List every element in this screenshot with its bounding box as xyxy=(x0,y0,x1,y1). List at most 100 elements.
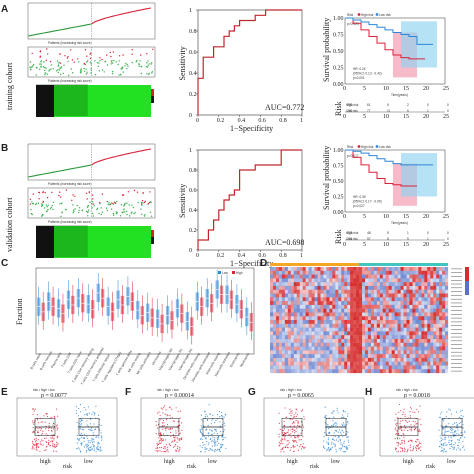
gene-plot-point xyxy=(162,439,164,441)
gene-plot-point xyxy=(212,414,214,416)
heatmap-cell xyxy=(445,365,449,370)
heatmap-cell xyxy=(293,338,297,343)
gene-plot-point xyxy=(204,416,206,418)
heatmap-cell xyxy=(424,365,428,370)
heatmap-cell xyxy=(445,354,449,358)
heatmap-cell xyxy=(341,346,345,351)
heatmap-cell xyxy=(385,369,389,374)
heatmap-cell xyxy=(379,323,383,328)
heatmap-cell xyxy=(415,365,419,370)
heatmap-cell xyxy=(323,301,327,305)
gene-plot-point xyxy=(327,439,329,441)
heatmap-cell xyxy=(350,267,354,271)
roc-xlabel: 1−Specificity xyxy=(230,124,273,133)
heatmap-cell xyxy=(364,357,368,362)
heatmap-cell xyxy=(430,335,434,340)
heatmap-cell xyxy=(421,312,425,317)
gene-plot-point xyxy=(398,428,400,430)
heatmap-cell xyxy=(338,335,342,340)
heatmap-cell xyxy=(385,357,389,362)
scatter-point xyxy=(55,70,58,72)
scatter-point xyxy=(74,195,76,197)
scatter-point xyxy=(152,48,154,50)
gene-plot-point xyxy=(211,449,213,451)
gene-plot-point xyxy=(300,439,302,441)
heatmap-cell xyxy=(275,342,279,347)
heatmap-cell xyxy=(270,357,274,362)
heatmap-cell xyxy=(329,323,333,328)
gene-plot-point xyxy=(462,447,464,449)
risk-table-cell: 6 xyxy=(387,103,389,107)
heatmap-cell xyxy=(388,331,392,336)
heatmap-cell xyxy=(335,285,339,290)
scatter-point xyxy=(109,51,112,54)
heatmap-cell xyxy=(400,297,404,302)
gene-plot-point xyxy=(411,428,413,430)
heatmap-cell xyxy=(290,316,294,321)
gene-plot-point xyxy=(201,435,204,437)
heatmap-cell xyxy=(379,357,383,362)
heatmap-cell xyxy=(284,331,288,336)
heatmap-cell xyxy=(293,323,297,328)
gene-plot-point xyxy=(100,435,102,437)
gene-plot-point xyxy=(52,436,54,438)
gene-plot-point xyxy=(51,434,53,436)
gene-plot-point xyxy=(330,447,332,449)
heatmap-cell xyxy=(356,327,360,332)
km-legend-low: Low risk xyxy=(379,145,391,149)
heatmap-cell xyxy=(287,289,291,294)
km-legend-swatch-high xyxy=(357,145,361,148)
heatmap-cell xyxy=(433,338,437,343)
heatmap-cell xyxy=(400,350,404,355)
heatmap-cell xyxy=(344,308,348,313)
heatmap-cell xyxy=(409,323,413,328)
heatmap-cell xyxy=(364,369,368,374)
heatmap-cell xyxy=(442,350,446,355)
gene-plot-point xyxy=(293,416,295,419)
heatmap-cell xyxy=(382,316,386,321)
heatmap-cell xyxy=(323,282,327,287)
heatmap-cell xyxy=(406,357,410,362)
heatmap-cell xyxy=(361,274,366,279)
scatter-point xyxy=(45,59,48,61)
km-y-tick: 0.25 xyxy=(333,66,344,72)
heatmap-cell xyxy=(427,304,431,309)
heatmap-cell xyxy=(394,282,398,287)
heatmap-cell xyxy=(367,301,371,305)
gene-plot-point xyxy=(157,427,159,429)
heatmap-cell xyxy=(367,369,371,374)
scatter-point xyxy=(45,204,48,206)
heatmap-cell xyxy=(302,365,306,370)
km-x-tick: 20 xyxy=(423,214,429,220)
heatmap-cell xyxy=(281,357,285,362)
gene-plot-point xyxy=(396,442,398,444)
heatmap-cell xyxy=(344,369,348,374)
gene-plot-point xyxy=(99,447,101,449)
heatmap-cell xyxy=(287,354,291,358)
heatmap-cell xyxy=(281,274,285,279)
gene-plot-point xyxy=(45,428,47,430)
heatmap-cell xyxy=(350,342,354,347)
gene-plot-point xyxy=(461,436,463,438)
gene-plot-point xyxy=(457,447,459,449)
heatmap-cell xyxy=(445,304,449,309)
gene-plot-point xyxy=(444,431,446,433)
heatmap-cell xyxy=(415,282,419,287)
gene-plot-point xyxy=(217,448,219,450)
heatmap-cell xyxy=(344,350,348,355)
heatmap-cell xyxy=(364,274,368,279)
heatmap-cell xyxy=(332,335,336,340)
heatmap-cell xyxy=(347,267,351,271)
heatmap-cell xyxy=(272,350,277,355)
heatmap-cell xyxy=(353,320,357,324)
gene-plot-point xyxy=(283,432,285,434)
scatter-point xyxy=(67,60,69,63)
heatmap-cell xyxy=(308,357,312,362)
heatmap-cell xyxy=(299,369,303,374)
heatmap-cell xyxy=(341,293,345,298)
gene-plot-point xyxy=(283,428,285,430)
km-x-tick: 15 xyxy=(403,214,409,220)
heatmap-cell xyxy=(353,323,357,328)
gene-plot-point xyxy=(84,414,86,416)
